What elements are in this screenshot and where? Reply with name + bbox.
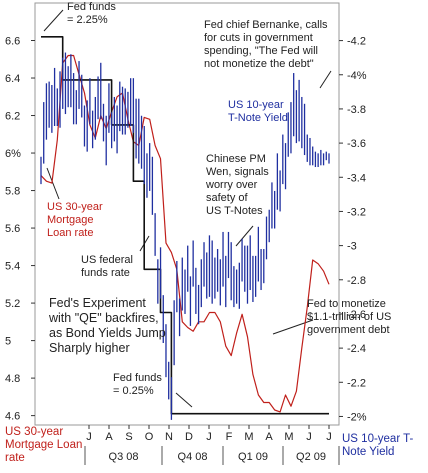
left-tick-label: 6.4 xyxy=(5,73,20,85)
right-axis-title: US 10-year T-Note Yield xyxy=(342,433,414,458)
right-tick-label: -2.2 xyxy=(347,377,366,389)
right-tick-label: -3 xyxy=(347,241,357,253)
right-tick-label: -4.2 xyxy=(347,36,366,48)
right-tick-label: -3.8 xyxy=(347,104,366,116)
month-tick-label: A xyxy=(105,431,113,443)
pointer-monetize xyxy=(272,319,314,335)
left-tick-label: 6.6 xyxy=(5,36,20,48)
right-tick-label: -2% xyxy=(347,411,367,423)
left-tick-label: 5 xyxy=(5,336,11,348)
quarter-label: Q2 09 xyxy=(296,451,326,463)
month-tick-label: J xyxy=(306,431,312,443)
mortgage-rate-line xyxy=(40,54,330,413)
quarter-label: Q3 08 xyxy=(109,451,139,463)
right-tick-label: -2.6 xyxy=(347,309,366,321)
left-tick-label: 5.4 xyxy=(5,261,20,273)
quarter-label: Q4 08 xyxy=(178,451,208,463)
annotation-tnote: US 10-year T-Note Yield xyxy=(228,99,288,124)
left-tick-label: 5.2 xyxy=(5,298,20,310)
plot-background xyxy=(34,2,340,426)
pointer-mortgage xyxy=(46,167,60,200)
quarter-label: Q1 09 xyxy=(238,451,268,463)
left-axis-title: US 30-year Mortgage Loan rate xyxy=(5,426,83,464)
left-tick-label: 5.8 xyxy=(5,186,20,198)
pointer-ffhigh xyxy=(43,9,64,32)
right-tick-label: -4% xyxy=(347,70,367,82)
month-tick-label: A xyxy=(265,431,273,443)
annotation-fflow: Fed funds = 0.25% xyxy=(113,372,162,397)
left-tick-label: 5.6 xyxy=(5,223,20,235)
annotation-bernanke: Fed chief Bernanke, calls for cuts in go… xyxy=(204,19,328,70)
annotation-ffhigh: Fed funds = 2.25% xyxy=(67,1,116,26)
right-tick-label: -2.8 xyxy=(347,275,366,287)
annotation-qe: Fed's Experiment with "QE" backfires, as… xyxy=(49,296,166,355)
annotation-mortgage: US 30-year Mortgage Loan rate xyxy=(47,201,103,239)
left-tick-label: 4.6 xyxy=(5,411,20,423)
month-tick-label: F xyxy=(226,431,233,443)
pointer-fflow xyxy=(175,392,193,408)
pointer-bernanke xyxy=(319,70,332,89)
month-tick-label: N xyxy=(165,431,173,443)
annotation-fedfunds: US federal funds rate xyxy=(81,254,133,279)
annotation-monetize: Fed to monetize $1.1-trillion of US gove… xyxy=(307,298,392,336)
month-tick-label: S xyxy=(125,431,132,443)
right-tick-label: -3.2 xyxy=(347,206,366,218)
month-tick-label: J xyxy=(326,431,332,443)
month-tick-label: M xyxy=(284,431,293,443)
annotation-wen: Chinese PM Wen, signals worry over safet… xyxy=(206,153,269,217)
month-tick-label: J xyxy=(206,431,212,443)
pointer-wen xyxy=(235,225,254,247)
month-tick-label: O xyxy=(145,431,154,443)
month-tick-label: J xyxy=(86,431,92,443)
right-tick-label: -3.6 xyxy=(347,138,366,150)
month-tick-label: D xyxy=(185,431,193,443)
month-tick-label: M xyxy=(244,431,253,443)
left-tick-label: 4.8 xyxy=(5,373,20,385)
left-tick-label: 6% xyxy=(5,148,21,160)
left-tick-label: 6.2 xyxy=(5,111,20,123)
right-tick-label: -3.4 xyxy=(347,172,366,184)
right-tick-label: -2.4 xyxy=(347,343,366,355)
